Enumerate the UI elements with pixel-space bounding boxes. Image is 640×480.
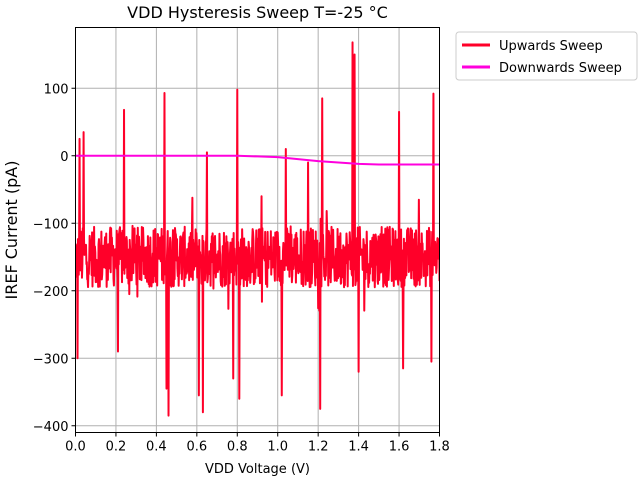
ticks: 0.0 0.2 0.4 0.6 0.8 1.0 1.2 1.4 1.6 1.8 −400 −300 −2… xyxy=(33,82,450,454)
y-axis-label: IREF Current (pA) xyxy=(2,161,21,300)
x-tick-label: 0.2 xyxy=(106,440,127,455)
x-tick-label: 0.4 xyxy=(146,440,167,455)
y-tick-label: −200 xyxy=(33,285,69,300)
x-tick-label: 1.6 xyxy=(389,440,410,455)
x-tick-label: 0.0 xyxy=(65,440,86,455)
y-tick-label: 0 xyxy=(60,150,68,165)
y-tick-label: 100 xyxy=(44,82,69,97)
y-tick-label: −400 xyxy=(33,420,69,435)
x-tick-label: 1.2 xyxy=(308,440,329,455)
series-line-downwards xyxy=(75,154,440,166)
series-line-upwards xyxy=(75,41,440,417)
series-layer xyxy=(75,41,440,417)
legend-label-upwards: Upwards Sweep xyxy=(499,39,603,54)
y-tick-label: −300 xyxy=(33,352,69,367)
x-tick-label: 0.6 xyxy=(186,440,207,455)
legend: Upwards Sweep Downwards Sweep xyxy=(455,31,638,81)
x-tick-label: 0.8 xyxy=(227,440,248,455)
x-tick-label: 1.0 xyxy=(267,440,288,455)
legend-box xyxy=(455,31,638,81)
plot-frame xyxy=(75,27,440,433)
x-tick-label: 1.8 xyxy=(429,440,450,455)
x-tick-label: 1.4 xyxy=(348,440,369,455)
x-axis-label: VDD Voltage (V) xyxy=(205,462,310,477)
legend-label-downwards: Downwards Sweep xyxy=(499,61,622,76)
y-tick-label: −100 xyxy=(33,217,69,232)
chart-title: VDD Hysteresis Sweep T=-25 °C xyxy=(127,3,388,22)
